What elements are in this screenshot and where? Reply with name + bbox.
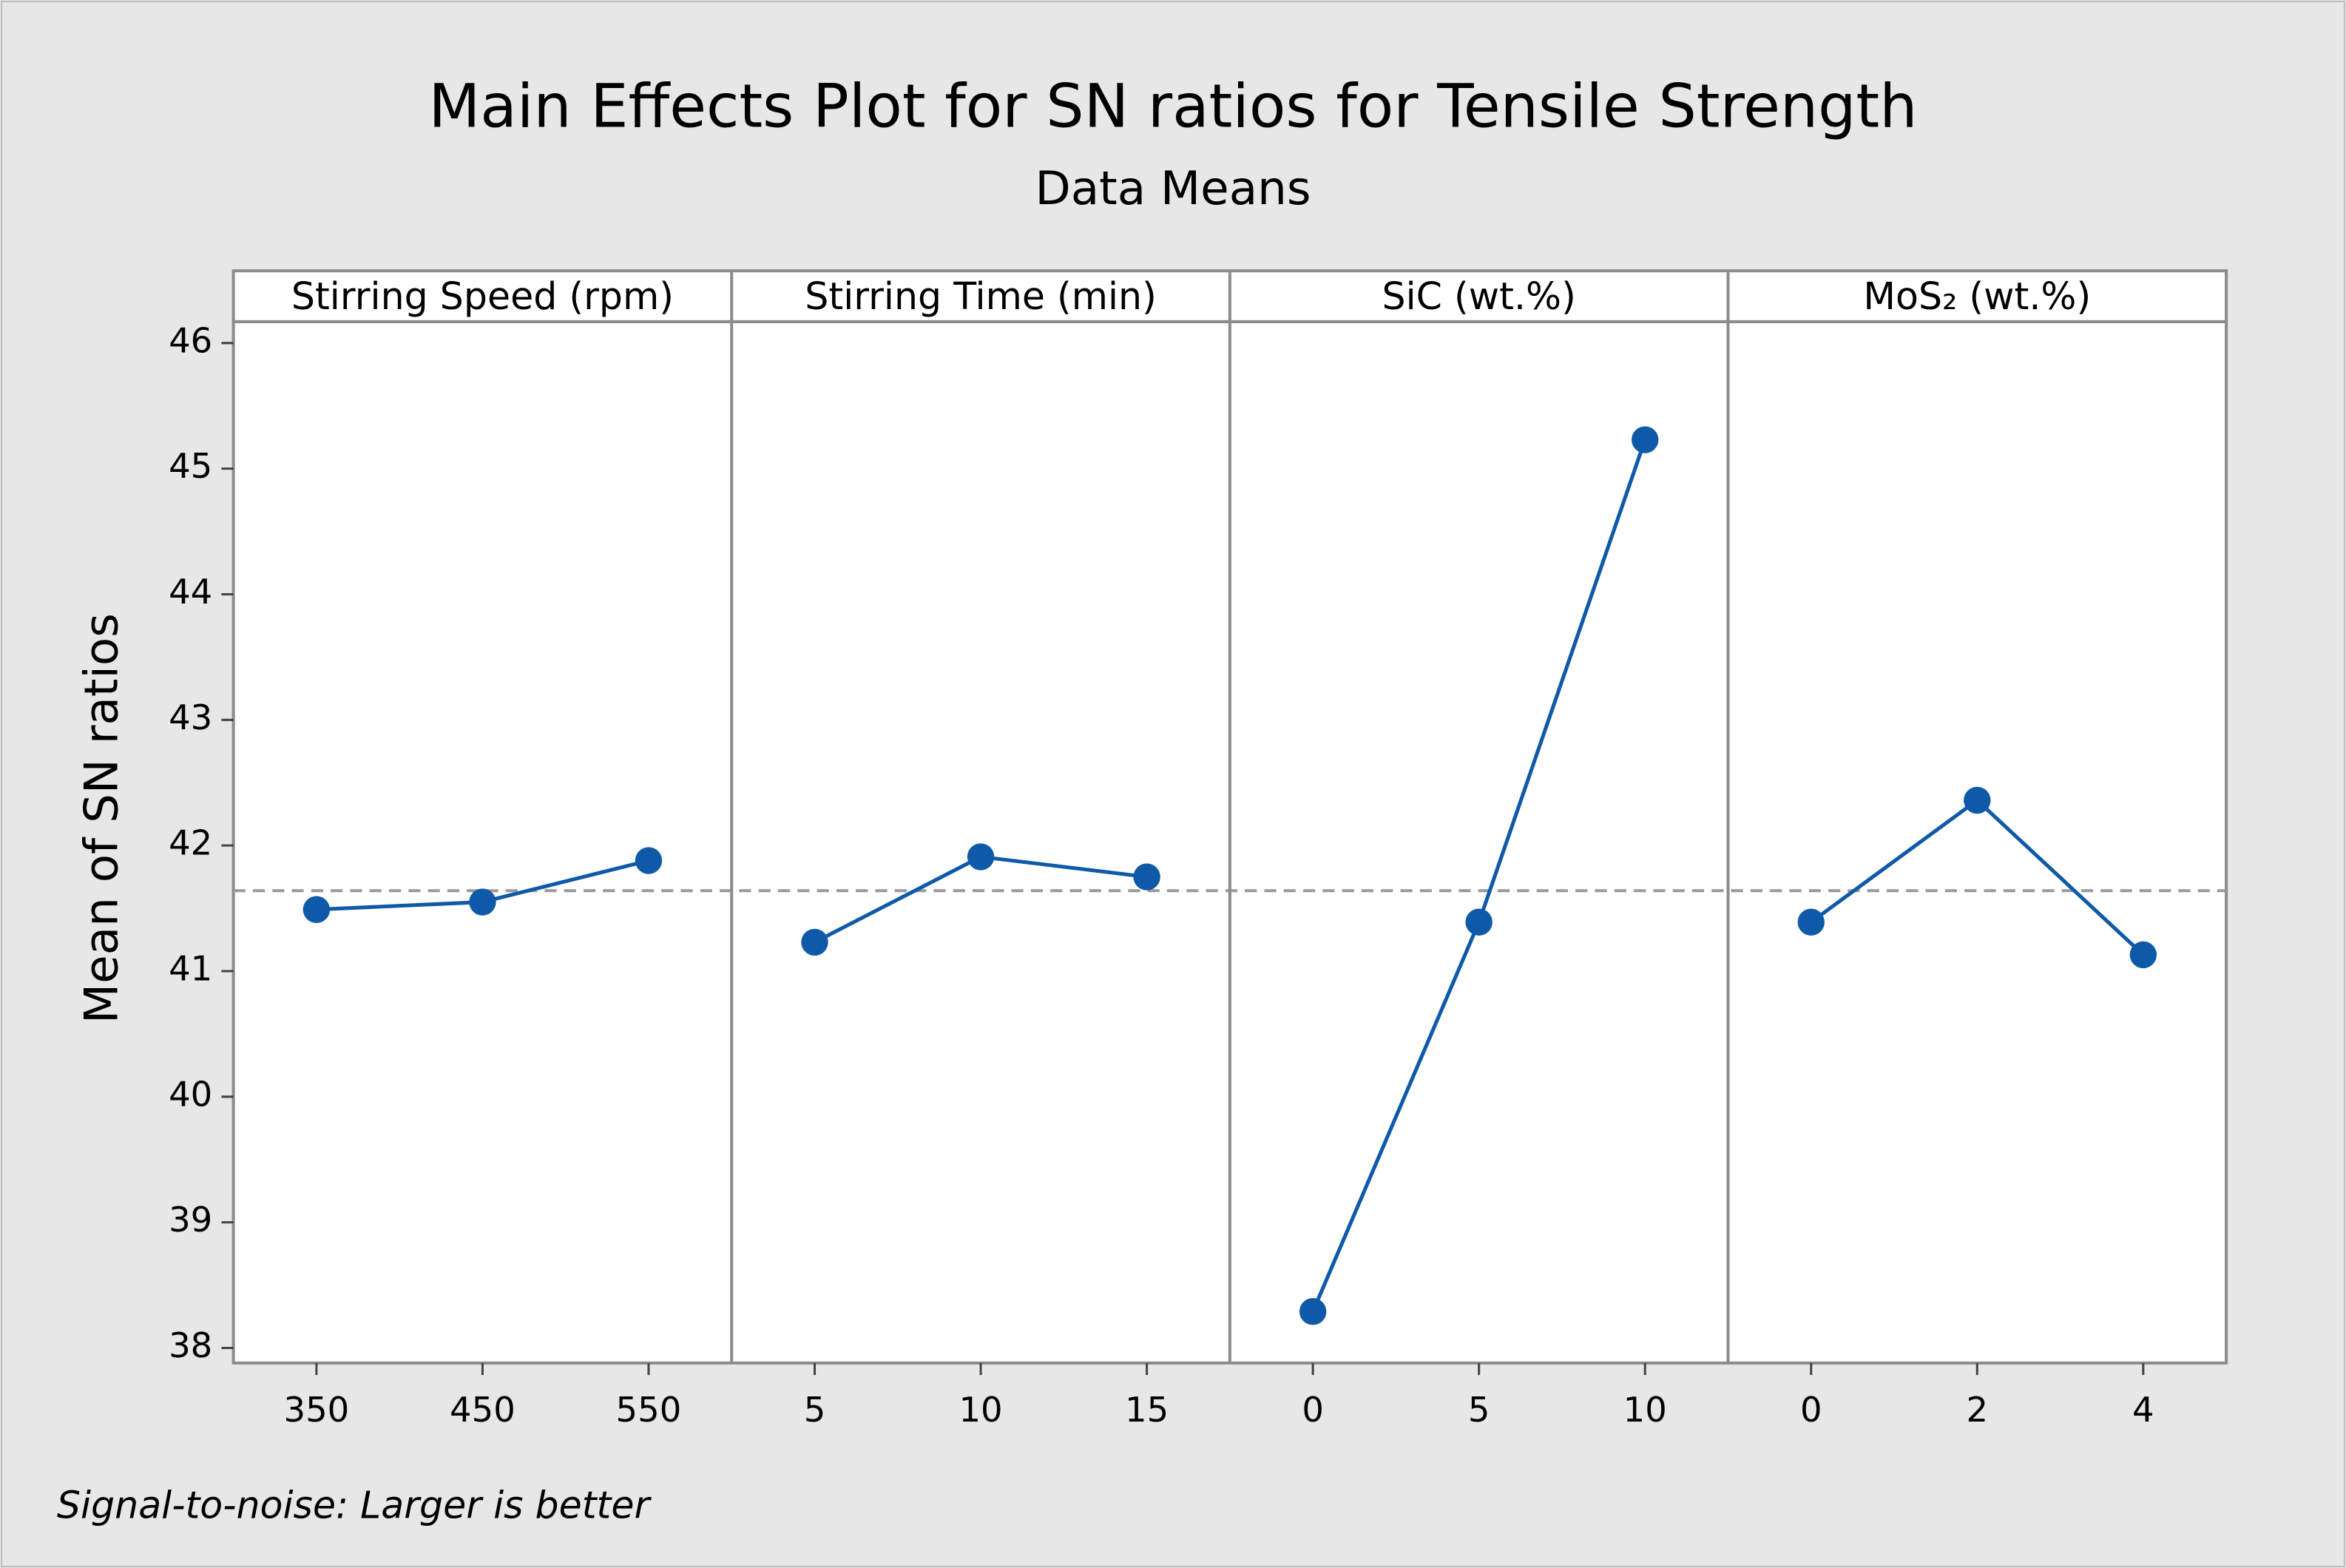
data-point — [1465, 908, 1493, 936]
x-tick-label: 10 — [1623, 1390, 1667, 1430]
x-tick-label: 350 — [283, 1390, 349, 1430]
data-point — [302, 896, 331, 923]
data-point — [1299, 1298, 1327, 1325]
x-tick-label: 5 — [1468, 1390, 1490, 1430]
y-tick-label: 41 — [169, 948, 212, 988]
x-tick-label: 0 — [1800, 1390, 1822, 1430]
y-tick-label: 46 — [169, 320, 212, 360]
x-tick-label: 5 — [804, 1390, 826, 1430]
data-point — [1797, 908, 1825, 936]
panel-title: Stirring Time (min) — [805, 274, 1157, 318]
x-tick-label: 0 — [1302, 1390, 1324, 1430]
y-tick-label: 44 — [169, 572, 212, 612]
data-point — [967, 843, 995, 871]
x-tick-label: 10 — [959, 1390, 1002, 1430]
x-tick-label: 550 — [616, 1390, 682, 1430]
footnote: Signal-to-noise: Larger is better — [57, 1484, 652, 1527]
x-tick-label: 2 — [1967, 1390, 1989, 1430]
x-tick-label: 450 — [450, 1390, 515, 1430]
y-tick-label: 38 — [169, 1325, 212, 1365]
y-tick-label: 43 — [169, 697, 212, 737]
data-point — [1632, 426, 1659, 453]
y-axis-label: Mean of SN ratios — [75, 613, 129, 1024]
y-tick-label: 45 — [169, 446, 212, 486]
chart-subtitle: Data Means — [1035, 161, 1311, 215]
data-point — [1964, 786, 1991, 814]
y-tick-label: 39 — [169, 1200, 212, 1240]
data-point — [1133, 863, 1160, 891]
data-point — [469, 888, 496, 916]
y-tick-label: 40 — [169, 1074, 212, 1114]
panel-title: SiC (wt.%) — [1382, 274, 1576, 318]
x-tick-label: 15 — [1125, 1390, 1169, 1430]
chart-title: Main Effects Plot for SN ratios for Tens… — [428, 72, 1917, 142]
x-tick-label: 4 — [2132, 1390, 2154, 1430]
data-point — [801, 928, 828, 956]
y-tick-label: 42 — [169, 823, 212, 863]
panel-title: Stirring Speed (rpm) — [291, 274, 674, 318]
panel-title: MoS₂ (wt.%) — [1863, 274, 2091, 318]
data-point — [2129, 941, 2157, 969]
data-point — [635, 847, 663, 874]
